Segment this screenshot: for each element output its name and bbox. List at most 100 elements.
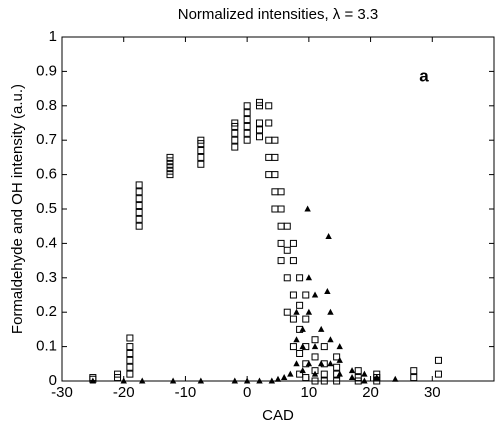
formaldehyde-point: [135, 188, 143, 196]
oh-point: [348, 367, 356, 374]
formaldehyde-point: [243, 122, 251, 130]
formaldehyde-point: [333, 377, 341, 385]
formaldehyde-point: [434, 356, 442, 364]
oh-point: [256, 377, 263, 384]
formaldehyde-point: [296, 301, 304, 309]
formaldehyde-point: [320, 343, 328, 351]
formaldehyde-point: [296, 349, 304, 357]
oh-point: [293, 360, 300, 367]
oh-point: [336, 343, 343, 350]
formaldehyde-point: [197, 147, 205, 155]
formaldehyde-point: [243, 102, 251, 110]
y-tick-label: 0: [49, 372, 57, 389]
formaldehyde-point: [434, 370, 442, 378]
oh-point: [361, 377, 368, 384]
formaldehyde-point: [311, 353, 319, 361]
oh-point: [89, 377, 97, 384]
formaldehyde-point: [197, 153, 205, 161]
formaldehyde-point: [283, 222, 291, 230]
formaldehyde-point: [197, 136, 205, 144]
oh-point: [305, 308, 313, 315]
oh-point: [304, 205, 311, 212]
formaldehyde-point: [289, 291, 297, 299]
formaldehyde-point: [320, 370, 328, 378]
formaldehyde-point: [126, 363, 134, 371]
oh-point: [139, 377, 146, 384]
formaldehyde-point: [197, 160, 205, 168]
formaldehyde-point: [135, 181, 143, 189]
oh-point: [305, 274, 313, 281]
oh-point: [325, 233, 332, 240]
formaldehyde-point: [135, 202, 143, 210]
oh-point: [324, 288, 331, 295]
formaldehyde-point: [271, 136, 279, 144]
oh-point: [280, 374, 288, 381]
y-tick-label: 0.6: [36, 166, 57, 183]
formaldehyde-point: [255, 133, 263, 141]
formaldehyde-point: [283, 308, 291, 316]
formaldehyde-point: [289, 239, 297, 247]
y-tick-label: 0.9: [36, 62, 57, 79]
formaldehyde-point: [333, 363, 341, 371]
oh-point: [392, 375, 399, 382]
oh-point: [311, 343, 319, 350]
oh-point: [327, 336, 334, 343]
formaldehyde-point: [311, 336, 319, 344]
formaldehyde-point: [243, 116, 251, 124]
formaldehyde-point: [354, 374, 362, 382]
y-tick-label: 0.5: [36, 200, 57, 217]
formaldehyde-point: [135, 222, 143, 230]
formaldehyde-point: [135, 215, 143, 223]
x-tick-label: -30: [51, 384, 73, 401]
formaldehyde-point: [255, 98, 263, 106]
formaldehyde-point: [265, 119, 273, 127]
oh-point: [327, 308, 334, 315]
formaldehyde-point: [255, 119, 263, 127]
x-tick-label: 30: [424, 384, 441, 401]
formaldehyde-point: [410, 374, 418, 382]
formaldehyde-point: [265, 136, 273, 144]
formaldehyde-point: [277, 257, 285, 265]
formaldehyde-point: [271, 205, 279, 213]
formaldehyde-point: [277, 188, 285, 196]
x-axis-label: CAD: [262, 407, 294, 424]
x-tick-label: 0: [243, 384, 251, 401]
y-axis-label: Formaldehyde and OH intensity (a.u.): [9, 84, 26, 334]
oh-point: [327, 360, 334, 367]
formaldehyde-point: [296, 274, 304, 282]
y-tick-label: 0.2: [36, 303, 57, 320]
formaldehyde-point: [231, 129, 239, 137]
formaldehyde-point: [231, 143, 239, 151]
formaldehyde-point: [255, 126, 263, 134]
oh-point: [318, 325, 325, 332]
formaldehyde-point: [243, 136, 251, 144]
formaldehyde-point: [271, 153, 279, 161]
oh-point: [268, 377, 276, 384]
formaldehyde-point: [135, 208, 143, 216]
formaldehyde-point: [289, 343, 297, 351]
formaldehyde-point: [277, 222, 285, 230]
oh-point: [311, 370, 319, 377]
y-tick-label: 0.4: [36, 234, 57, 251]
y-tick-label: 0.8: [36, 97, 57, 114]
formaldehyde-point: [126, 370, 134, 378]
x-tick-label: 10: [301, 384, 318, 401]
oh-point: [311, 291, 319, 298]
oh-point: [318, 360, 325, 367]
oh-point: [336, 356, 343, 363]
y-tick-label: 0.7: [36, 131, 57, 148]
formaldehyde-point: [271, 188, 279, 196]
x-tick-label: -20: [113, 384, 135, 401]
oh-point: [120, 377, 127, 384]
formaldehyde-point: [302, 315, 310, 323]
formaldehyde-point: [271, 171, 279, 179]
oh-point: [299, 343, 306, 350]
formaldehyde-point: [277, 205, 285, 213]
formaldehyde-point: [135, 195, 143, 203]
formaldehyde-point: [114, 370, 122, 378]
formaldehyde-point: [320, 377, 328, 385]
oh-point: [305, 360, 313, 367]
oh-point: [299, 367, 306, 374]
formaldehyde-point: [126, 334, 134, 342]
